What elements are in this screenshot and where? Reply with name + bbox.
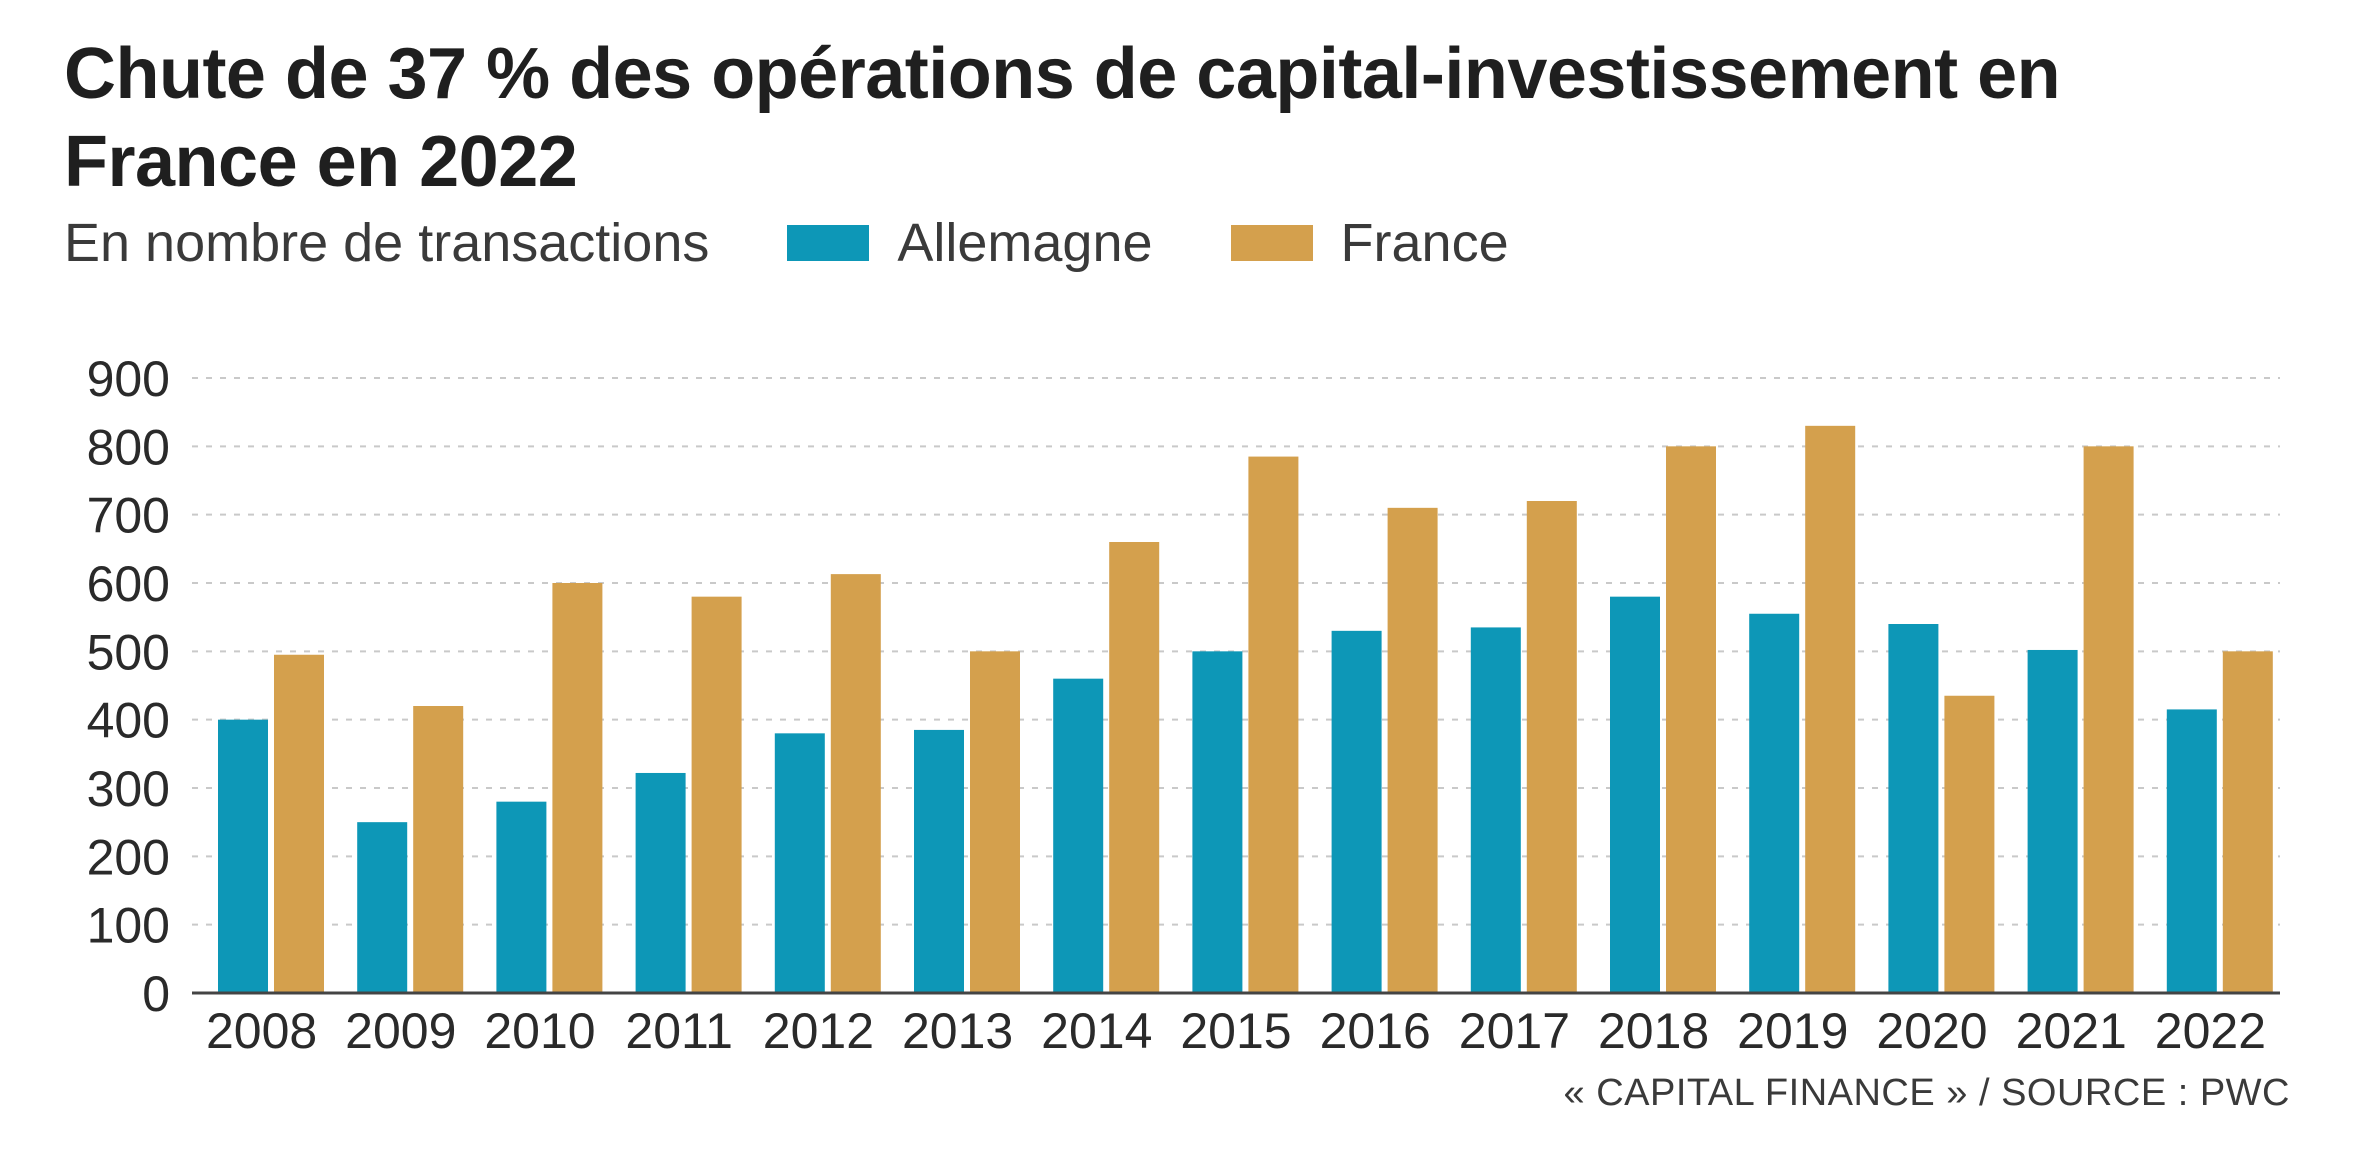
x-tick-label-2013: 2013 <box>902 1003 1013 1059</box>
bar-france-2017 <box>1526 501 1577 993</box>
bar-france-2019 <box>1805 425 1856 993</box>
source-note: « CAPITAL FINANCE » / SOURCE : PWC <box>1563 1072 2290 1114</box>
legend-label-france: France <box>1340 213 1509 273</box>
x-tick-label-2016: 2016 <box>1320 1003 1431 1059</box>
legend-swatch-france <box>1230 225 1313 261</box>
y-tick-label-100: 100 <box>87 898 170 954</box>
bar-allemagne-2016 <box>1331 630 1382 993</box>
x-tick-label-2020: 2020 <box>1876 1003 1987 1059</box>
bar-france-2016 <box>1387 507 1438 993</box>
x-tick-label-2009: 2009 <box>345 1003 456 1059</box>
legend-item-france: France <box>1230 212 1509 274</box>
bar-france-2021 <box>2083 446 2134 993</box>
x-tick-label-2008: 2008 <box>206 1003 317 1059</box>
x-tick-label-2011: 2011 <box>625 1003 733 1059</box>
bar-allemagne-2017 <box>1470 627 1521 993</box>
x-tick-label-2021: 2021 <box>2016 1003 2127 1059</box>
chart-title: Chute de 37 % des opérations de capital-… <box>64 34 2061 202</box>
y-tick-label-400: 400 <box>87 693 170 749</box>
x-tick-label-2014: 2014 <box>1041 1003 1152 1059</box>
bar-allemagne-2019 <box>1749 613 1800 993</box>
bar-france-2018 <box>1666 446 1716 993</box>
bar-allemagne-2010 <box>496 801 547 993</box>
x-tick-label-2012: 2012 <box>763 1003 874 1059</box>
bar-allemagne-2011 <box>635 772 686 993</box>
bar-france-2015 <box>1248 456 1299 993</box>
x-tick-label-2019: 2019 <box>1737 1003 1848 1059</box>
bar-france-2012 <box>830 574 881 993</box>
bar-france-2009 <box>413 706 464 993</box>
bar-france-2014 <box>1109 542 1160 993</box>
x-tick-label-2022: 2022 <box>2155 1003 2266 1059</box>
bar-allemagne-2015 <box>1192 651 1243 993</box>
bar-allemagne-2020 <box>1888 624 1939 993</box>
legend-swatch-allemagne <box>787 225 870 261</box>
bar-france-2010 <box>552 583 603 993</box>
bar-france-2022 <box>2222 651 2273 993</box>
bar-france-2011 <box>691 596 742 993</box>
y-tick-label-500: 500 <box>87 624 170 680</box>
bar-allemagne-2022 <box>2166 709 2217 993</box>
bar-allemagne-2009 <box>357 822 408 993</box>
bar-france-2020 <box>1944 695 1995 993</box>
bar-allemagne-2008 <box>218 719 268 993</box>
bar-allemagne-2012 <box>774 733 825 993</box>
bar-allemagne-2013 <box>914 729 964 993</box>
bar-allemagne-2021 <box>2027 649 2078 993</box>
y-tick-label-900: 900 <box>87 351 170 407</box>
chart-subtitle: En nombre de transactions <box>64 213 710 273</box>
x-tick-label-2010: 2010 <box>484 1003 595 1059</box>
x-tick-label-2017: 2017 <box>1459 1003 1570 1059</box>
bar-allemagne-2014 <box>1053 678 1104 993</box>
bar-france-2013 <box>970 651 1020 993</box>
y-tick-label-0: 0 <box>142 966 170 1022</box>
subtitle-row: En nombre de transactions Allemagne Fran… <box>64 208 1509 278</box>
legend-item-allemagne: Allemagne <box>787 212 1153 274</box>
y-tick-label-600: 600 <box>87 556 170 612</box>
y-tick-label-200: 200 <box>87 829 170 885</box>
y-tick-label-300: 300 <box>87 761 170 817</box>
y-tick-label-800: 800 <box>87 419 170 475</box>
x-tick-label-2018: 2018 <box>1598 1003 1709 1059</box>
bar-france-2008 <box>274 654 324 993</box>
y-tick-label-700: 700 <box>87 488 170 544</box>
x-tick-label-2015: 2015 <box>1180 1003 1291 1059</box>
bar-allemagne-2018 <box>1610 596 1660 993</box>
legend-label-allemagne: Allemagne <box>897 213 1153 273</box>
